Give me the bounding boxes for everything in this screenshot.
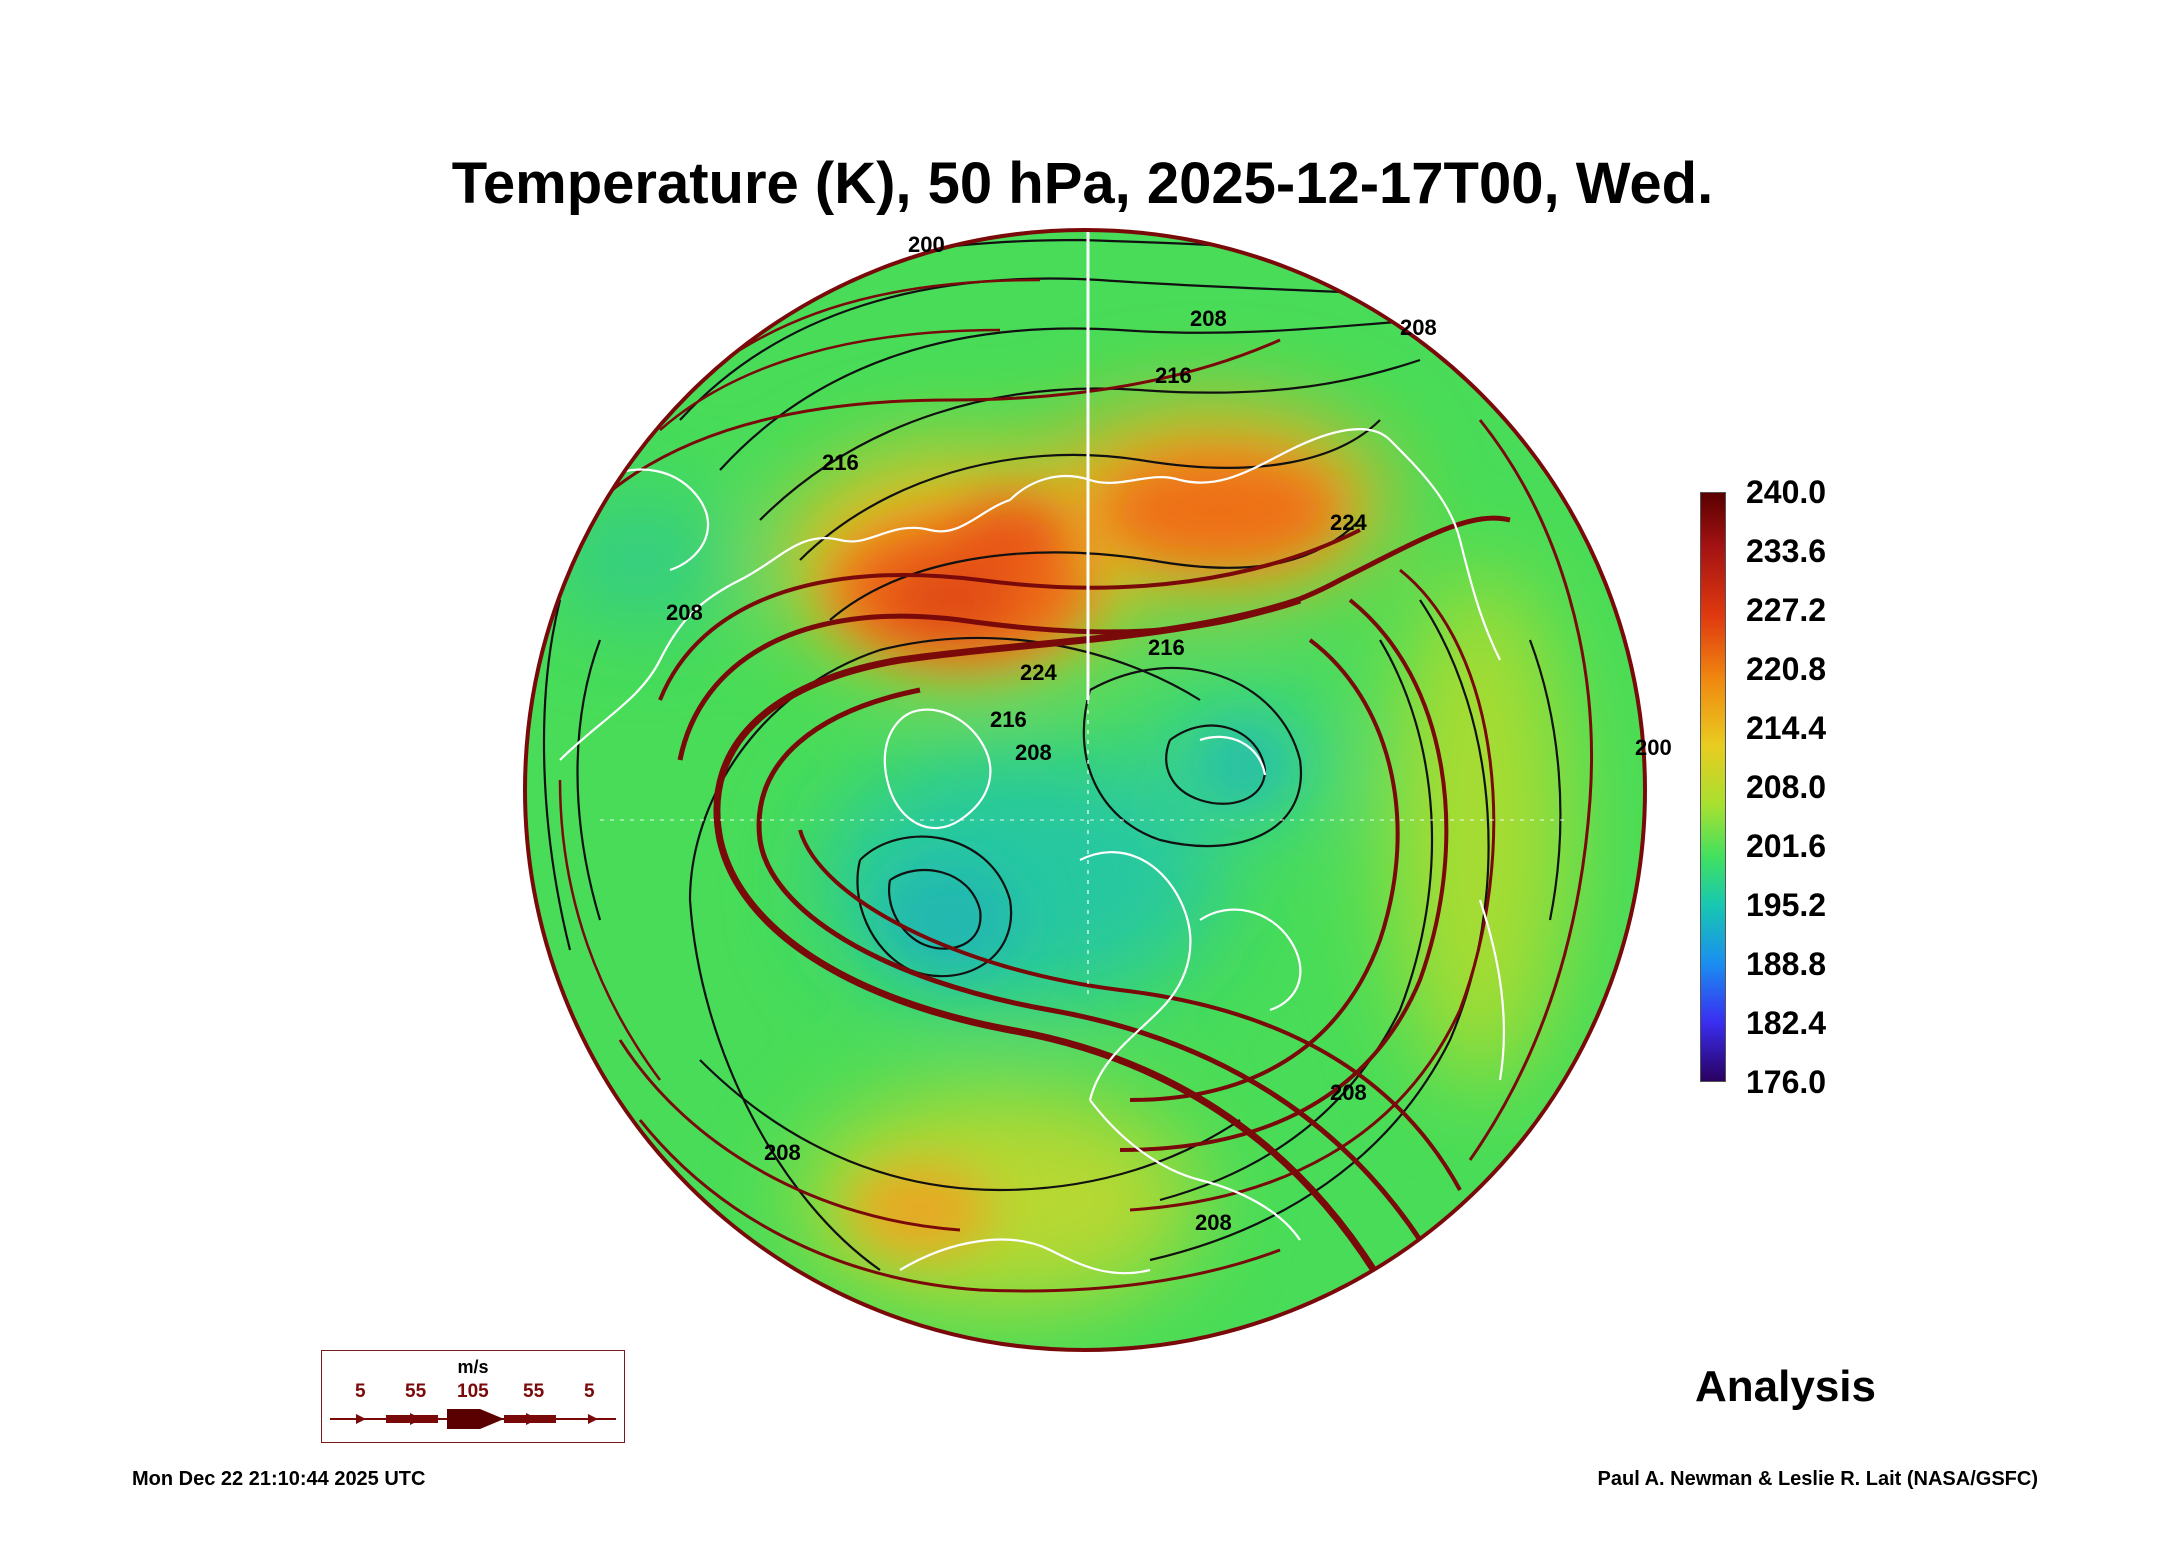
contour-label: 224	[1330, 510, 1367, 535]
contour-label: 216	[990, 707, 1027, 732]
contour-label: 208	[666, 600, 703, 625]
contour-label: 216	[1155, 363, 1192, 388]
map-title: Temperature (K), 50 hPa, 2025-12-17T00, …	[451, 151, 1714, 216]
colorbar-label: 201.6	[1746, 828, 1827, 864]
colorbar-label: 233.6	[1746, 533, 1827, 569]
temperature-field	[525, 230, 1645, 1350]
contour-label: 200	[1635, 735, 1672, 760]
wind-legend-arrow	[330, 1409, 616, 1429]
colorbar-label: 176.0	[1746, 1064, 1827, 1100]
product-label: Analysis	[1695, 1362, 1876, 1411]
contour-label: 224	[1020, 660, 1057, 685]
colorbar-label: 214.4	[1746, 710, 1827, 746]
colorbar-label: 208.0	[1746, 769, 1827, 805]
contour-label: 208	[1015, 740, 1052, 765]
credit-text: Paul A. Newman & Leslie R. Lait (NASA/GS…	[1597, 1468, 2038, 1490]
contour-label: 208	[764, 1140, 801, 1165]
wind-legend-tick: 55	[523, 1381, 545, 1402]
contour-labels: 200 208 216 216 208 224 216 208 216 224 …	[666, 232, 1672, 1235]
colorbar	[1700, 492, 1726, 1082]
colorbar-label: 227.2	[1746, 592, 1827, 628]
wind-legend-tick: 5	[355, 1381, 366, 1402]
wind-legend-tick: 55	[405, 1381, 427, 1402]
wind-legend-tick: 5	[584, 1381, 595, 1402]
contour-label: 200	[908, 232, 945, 257]
contour-label: 216	[822, 450, 859, 475]
contour-label: 208	[1330, 1080, 1367, 1105]
colorbar-label: 182.4	[1746, 1005, 1827, 1041]
colorbar-label: 220.8	[1746, 651, 1827, 687]
wind-legend: m/s 5 55 105 55 5	[321, 1350, 625, 1443]
colorbar-label: 195.2	[1746, 887, 1827, 923]
contour-label: 208	[1195, 1210, 1232, 1235]
wind-legend-unit: m/s	[457, 1357, 489, 1377]
colorbar-label: 240.0	[1746, 474, 1827, 510]
colorbar-label: 188.8	[1746, 946, 1827, 982]
contour-label: 208	[1190, 306, 1227, 331]
generation-timestamp: Mon Dec 22 21:10:44 2025 UTC	[132, 1468, 426, 1490]
contour-label: 208	[1400, 315, 1437, 340]
wind-streamlines	[558, 278, 1594, 1293]
map-border	[523, 228, 1647, 1352]
contour-label: 216	[1148, 635, 1185, 660]
wind-legend-tick: 105	[457, 1381, 489, 1402]
